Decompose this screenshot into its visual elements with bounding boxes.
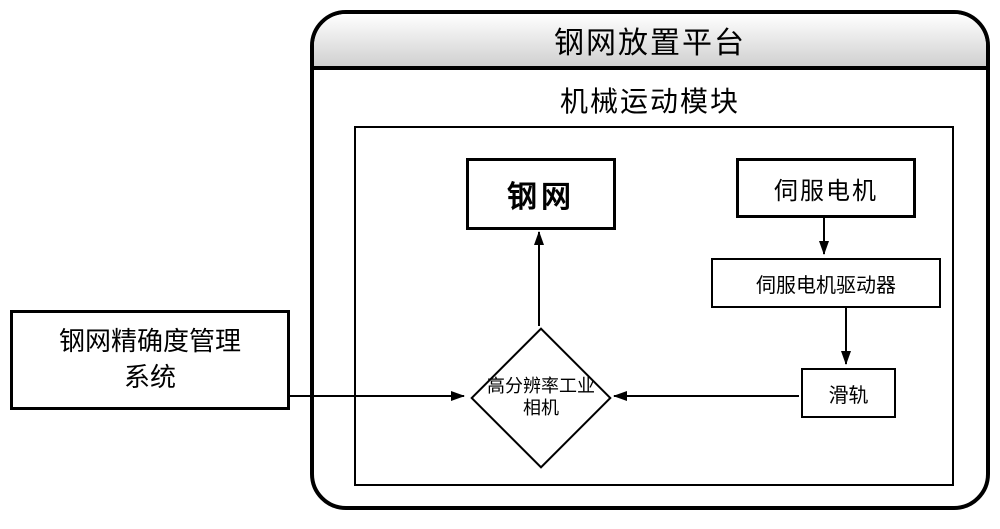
servo-motor-label: 伺服电机 [774, 171, 878, 206]
platform-panel: 钢网放置平台 机械运动模块 钢网 伺服电机 伺服电机驱动器 滑轨 高分辨率工业相… [310, 10, 990, 510]
servo-driver-node: 伺服电机驱动器 [711, 258, 941, 308]
platform-header: 钢网放置平台 [314, 14, 986, 70]
mgmt-system-label: 钢网精确度管理系统 [59, 324, 241, 397]
camera-label: 高分辨率工业相机 [487, 376, 595, 419]
platform-title: 钢网放置平台 [554, 18, 746, 62]
rail-node: 滑轨 [801, 368, 896, 418]
servo-driver-label: 伺服电机驱动器 [756, 269, 896, 298]
motion-module-title: 机械运动模块 [314, 80, 986, 120]
servo-motor-node: 伺服电机 [736, 158, 916, 218]
camera-node: 高分辨率工业相机 [471, 328, 611, 468]
steel-mesh-node: 钢网 [466, 158, 616, 230]
motion-module-panel: 钢网 伺服电机 伺服电机驱动器 滑轨 高分辨率工业相机 [354, 126, 954, 486]
steel-mesh-label: 钢网 [507, 172, 575, 216]
rail-label: 滑轨 [829, 379, 869, 408]
platform-body: 机械运动模块 钢网 伺服电机 伺服电机驱动器 滑轨 高分辨率工业相机 [314, 70, 986, 506]
mgmt-system-box: 钢网精确度管理系统 [10, 310, 290, 410]
